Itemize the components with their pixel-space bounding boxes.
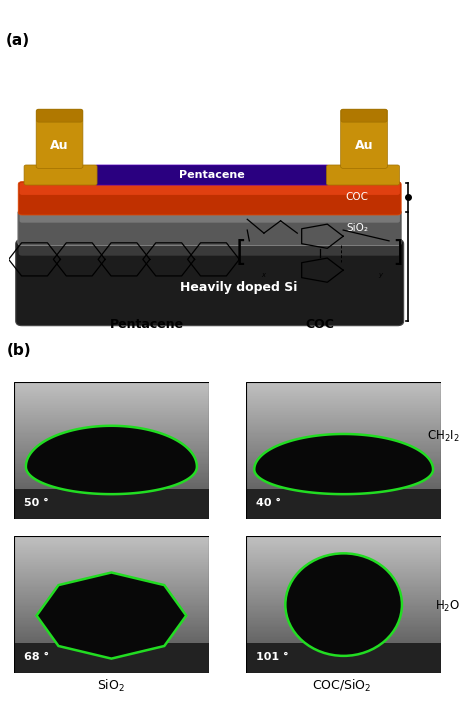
Text: CH$_2$I$_2$: CH$_2$I$_2$ — [427, 429, 460, 444]
Polygon shape — [254, 434, 433, 494]
Text: $_x$: $_x$ — [261, 270, 267, 280]
Text: 101 °: 101 ° — [256, 652, 289, 662]
Text: COC/SiO$_2$: COC/SiO$_2$ — [311, 678, 371, 694]
Text: Pentacene: Pentacene — [110, 318, 184, 331]
FancyBboxPatch shape — [19, 211, 400, 223]
Text: 40 °: 40 ° — [256, 498, 281, 508]
FancyBboxPatch shape — [341, 109, 387, 168]
Text: SiO₂: SiO₂ — [346, 223, 368, 233]
Bar — [14, 489, 209, 519]
FancyBboxPatch shape — [18, 210, 401, 245]
Text: Au: Au — [355, 139, 374, 151]
Text: $_y$: $_y$ — [378, 270, 384, 280]
Text: 68 °: 68 ° — [24, 652, 49, 662]
Text: H$_2$O: H$_2$O — [435, 599, 460, 614]
Text: ]: ] — [392, 239, 403, 267]
Text: Au: Au — [50, 139, 69, 151]
Polygon shape — [26, 426, 197, 494]
Text: SiO$_2$: SiO$_2$ — [97, 678, 126, 694]
Text: 50 °: 50 ° — [24, 498, 49, 508]
FancyBboxPatch shape — [18, 182, 401, 215]
FancyBboxPatch shape — [95, 165, 328, 185]
FancyBboxPatch shape — [36, 109, 83, 168]
FancyBboxPatch shape — [18, 241, 401, 256]
Bar — [14, 643, 209, 673]
FancyBboxPatch shape — [24, 165, 97, 185]
Text: (b): (b) — [7, 343, 32, 358]
FancyBboxPatch shape — [341, 109, 387, 122]
FancyBboxPatch shape — [36, 109, 82, 122]
Text: Heavily doped Si: Heavily doped Si — [180, 280, 298, 294]
FancyBboxPatch shape — [19, 182, 400, 195]
Text: (a): (a) — [5, 33, 29, 48]
Bar — [246, 643, 441, 673]
Polygon shape — [36, 573, 186, 659]
Text: COC: COC — [345, 192, 368, 202]
Text: [: [ — [236, 239, 246, 267]
Bar — [246, 489, 441, 519]
FancyBboxPatch shape — [16, 239, 404, 326]
Text: Pentacene: Pentacene — [179, 170, 245, 180]
FancyBboxPatch shape — [327, 165, 400, 185]
Text: COC: COC — [306, 318, 335, 331]
Ellipse shape — [285, 553, 402, 656]
